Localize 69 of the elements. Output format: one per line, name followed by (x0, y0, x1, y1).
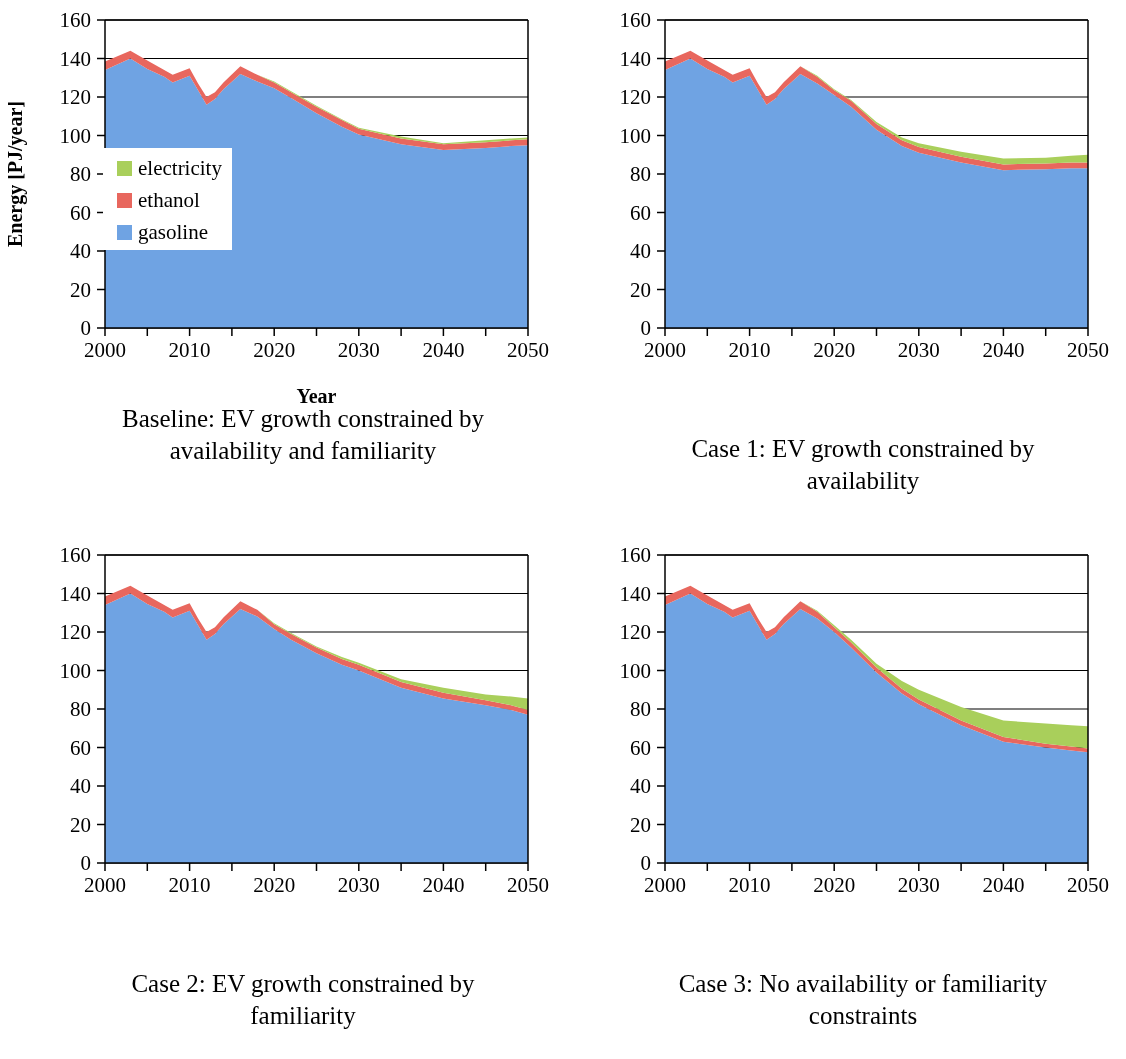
y-tick-label: 20 (70, 277, 91, 302)
y-tick-label: 0 (640, 851, 651, 875)
y-tick-label: 0 (80, 316, 91, 340)
legend-label: ethanol (138, 187, 200, 214)
x-tick-label: 2010 (728, 872, 771, 897)
x-tick-label: 2000 (84, 337, 126, 362)
x-tick-label: 2000 (644, 337, 686, 362)
y-tick-label: 160 (59, 8, 91, 32)
x-tick-label: 2020 (253, 872, 296, 897)
y-tick-label: 40 (630, 774, 651, 798)
y-tick-label: 80 (70, 697, 91, 721)
y-tick-label: 60 (70, 735, 91, 760)
x-tick-label: 2040 (422, 872, 465, 897)
y-tick-label: 120 (59, 620, 91, 644)
y-tick-label: 40 (70, 239, 91, 263)
legend-label: electricity (138, 155, 222, 182)
y-tick-label: 100 (619, 658, 651, 683)
x-tick-label: 2000 (84, 872, 126, 897)
y-tick-label: 80 (70, 162, 91, 186)
y-tick-label: 40 (70, 774, 91, 798)
x-tick-label: 2030 (337, 337, 380, 362)
y-axis-title: Energy [PJ/year] (4, 100, 28, 248)
y-tick-label: 60 (630, 735, 651, 760)
y-tick-label: 100 (59, 658, 91, 683)
y-tick-label: 160 (619, 543, 651, 567)
x-tick-label: 2050 (507, 337, 549, 362)
text: Case 1: EV growth constrained by availability (690, 434, 1036, 496)
x-tick-label: 2030 (897, 337, 940, 362)
x-tick-label: 2020 (813, 872, 856, 897)
x-tick-label: 2050 (1067, 337, 1109, 362)
x-tick-label: 2020 (813, 337, 856, 362)
text: Baseline: EV growth constrained by availability and familiarity (121, 404, 485, 466)
y-tick-label: 40 (630, 239, 651, 263)
x-tick-label: 2010 (168, 337, 211, 362)
y-tick-label: 160 (59, 543, 91, 567)
y-tick-label: 100 (59, 123, 91, 148)
y-tick-label: 140 (59, 581, 91, 606)
y-tick-label: 140 (619, 46, 651, 71)
y-tick-label: 160 (619, 8, 651, 32)
text: Case 2: EV growth constrained by familiarity (130, 969, 476, 1031)
y-tick-label: 20 (70, 812, 91, 837)
x-tick-label: 2030 (337, 872, 380, 897)
x-tick-label: 2050 (507, 872, 549, 897)
y-tick-label: 120 (59, 85, 91, 109)
x-tick-label: 2000 (644, 872, 686, 897)
y-tick-label: 80 (630, 697, 651, 721)
y-tick-label: 20 (630, 277, 651, 302)
x-tick-label: 2040 (982, 872, 1025, 897)
legend-label: gasoline (138, 219, 208, 246)
x-tick-label: 2030 (897, 872, 940, 897)
y-tick-label: 60 (70, 200, 91, 225)
y-tick-label: 20 (630, 812, 651, 837)
y-tick-label: 0 (80, 851, 91, 875)
x-axis-title: Year (296, 385, 337, 407)
x-tick-label: 2050 (1067, 872, 1109, 897)
x-tick-label: 2040 (422, 337, 465, 362)
x-tick-label: 2020 (253, 337, 296, 362)
x-tick-label: 2010 (168, 872, 211, 897)
y-tick-label: 60 (630, 200, 651, 225)
text: Case 3: No availability or familiarity constraints (677, 969, 1049, 1031)
y-tick-label: 0 (640, 316, 651, 340)
y-tick-label: 140 (619, 581, 651, 606)
y-tick-label: 140 (59, 46, 91, 71)
y-tick-label: 100 (619, 123, 651, 148)
y-tick-label: 80 (630, 162, 651, 186)
y-tick-label: 120 (619, 620, 651, 644)
y-tick-label: 120 (619, 85, 651, 109)
x-tick-label: 2040 (982, 337, 1025, 362)
x-tick-label: 2010 (728, 337, 771, 362)
